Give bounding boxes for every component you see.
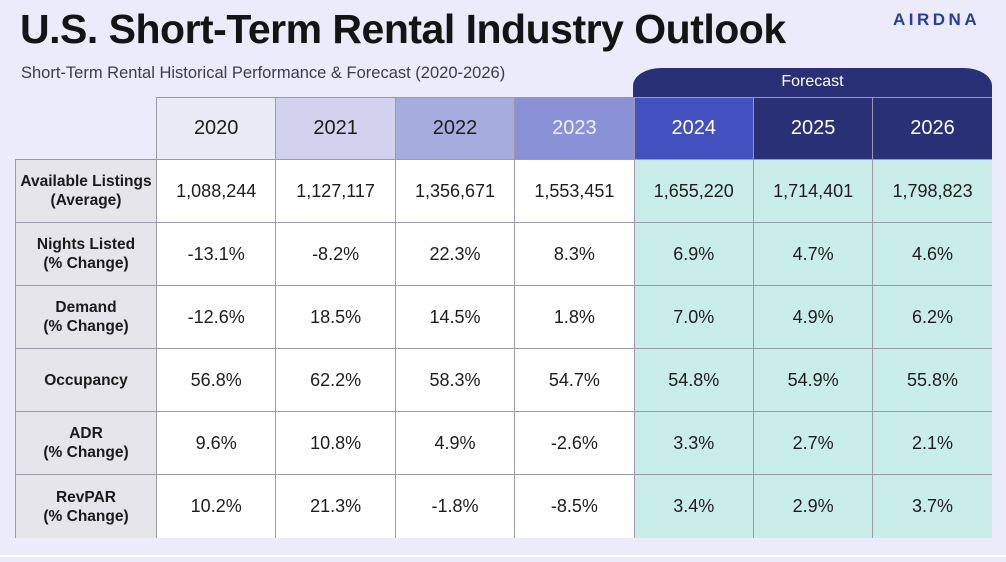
table-cell: 8.3%: [514, 222, 634, 286]
table-corner: [15, 97, 156, 159]
year-header-2020: 2020: [156, 97, 276, 159]
year-header-2025: 2025: [752, 97, 873, 159]
table-cell: 6.2%: [872, 285, 992, 349]
table-cell: 4.9%: [752, 285, 873, 349]
table-cell: 54.8%: [633, 348, 753, 412]
table-cell: -8.2%: [275, 222, 395, 286]
year-header-2022: 2022: [394, 97, 515, 159]
table-cell: 55.8%: [872, 348, 992, 412]
table-cell: 10.2%: [156, 474, 276, 538]
table-cell: 1,127,117: [275, 159, 395, 223]
year-header-2024: 2024: [633, 97, 753, 159]
table-cell: 7.0%: [633, 285, 753, 349]
table-cell: 1,798,823: [872, 159, 992, 223]
table-cell: 22.3%: [394, 222, 515, 286]
table-cell: 6.9%: [633, 222, 753, 286]
table-cell: 14.5%: [394, 285, 515, 349]
table-cell: 3.4%: [633, 474, 753, 538]
table-cell: -13.1%: [156, 222, 276, 286]
table-cell: 3.3%: [633, 411, 753, 475]
table-cell: 1,088,244: [156, 159, 276, 223]
table-cell: 1,655,220: [633, 159, 753, 223]
table-cell: 54.9%: [752, 348, 873, 412]
bottom-divider: [0, 555, 1006, 557]
table-cell: -12.6%: [156, 285, 276, 349]
year-header-2021: 2021: [275, 97, 395, 159]
table-cell: -8.5%: [514, 474, 634, 538]
table-cell: 2.9%: [752, 474, 873, 538]
table-cell: 18.5%: [275, 285, 395, 349]
table-cell: 2.7%: [752, 411, 873, 475]
table-cell: 21.3%: [275, 474, 395, 538]
table-cell: 56.8%: [156, 348, 276, 412]
forecast-header-tab: Forecast: [633, 68, 992, 98]
table-cell: 1,356,671: [394, 159, 515, 223]
table-cell: 3.7%: [872, 474, 992, 538]
row-label: Available Listings (Average): [15, 159, 156, 223]
table-cell: 1,714,401: [752, 159, 873, 223]
table-cell: -2.6%: [514, 411, 634, 475]
table-cell: 2.1%: [872, 411, 992, 475]
table-cell: 10.8%: [275, 411, 395, 475]
row-label: ADR (% Change): [15, 411, 156, 475]
table-cell: 58.3%: [394, 348, 515, 412]
outlook-table: 2020 2021 2022 2023 2024 2025 2026 Available Li…: [15, 97, 992, 538]
row-label: Nights Listed (% Change): [15, 222, 156, 286]
table-cell: 9.6%: [156, 411, 276, 475]
year-header-2023: 2023: [514, 97, 634, 159]
table-cell: 4.9%: [394, 411, 515, 475]
page-subtitle: Short-Term Rental Historical Performance…: [21, 64, 506, 82]
row-label: Occupancy: [15, 348, 156, 412]
table-cell: -1.8%: [394, 474, 515, 538]
table-cell: 1.8%: [514, 285, 634, 349]
year-header-2026: 2026: [872, 97, 992, 159]
airdna-logo: AIRDNA: [893, 10, 981, 29]
table-cell: 4.7%: [752, 222, 873, 286]
row-label: Demand (% Change): [15, 285, 156, 349]
page-title: U.S. Short-Term Rental Industry Outlook: [20, 6, 786, 52]
table-cell: 1,553,451: [514, 159, 634, 223]
table-cell: 54.7%: [514, 348, 634, 412]
table-cell: 4.6%: [872, 222, 992, 286]
table-cell: 62.2%: [275, 348, 395, 412]
row-label: RevPAR (% Change): [15, 474, 156, 538]
